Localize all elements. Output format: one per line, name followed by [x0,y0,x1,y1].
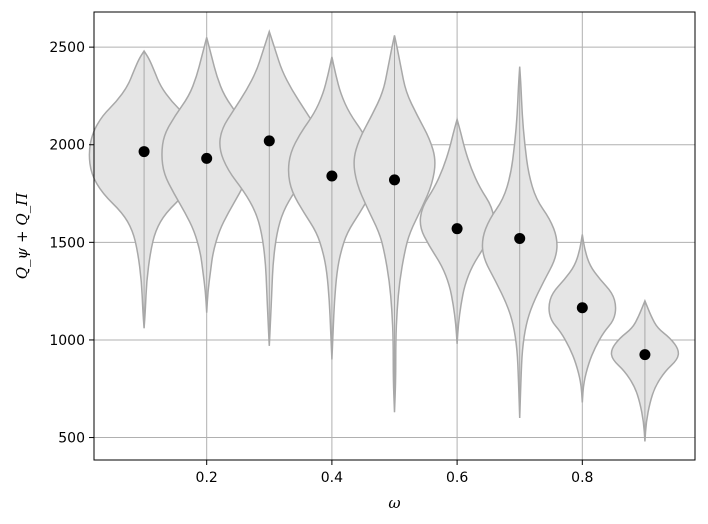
y-tick-label: 2500 [49,40,85,56]
mean-marker [138,146,150,158]
plot-frame [93,11,696,461]
mean-marker [639,349,651,361]
x-axis-ticks: 0.2 0.4 0.6 0.8 [196,460,593,486]
mean-marker [263,135,275,147]
y-axis-ticks: 500 1000 1500 2000 2500 [49,40,94,447]
mean-marker [389,174,400,186]
mean-marker [326,170,338,182]
mean-marker [451,223,463,235]
y-tick-label: 500 [58,431,85,447]
y-axis-label: Q_ψ + Q_Π [13,192,31,279]
x-tick-label: 0.4 [321,470,343,486]
x-tick-label: 0.6 [446,470,468,486]
y-tick-label: 1000 [49,333,85,349]
x-tick-label: 0.8 [571,470,593,486]
x-tick-label: 0.2 [196,470,218,486]
violins [88,29,680,442]
mean-marker [514,232,526,244]
y-tick-label: 2000 [49,138,85,154]
x-axis-label: ω [388,494,400,512]
mean-marker [201,152,213,164]
mean-markers [138,135,651,361]
mean-marker [576,302,588,314]
y-tick-label: 1500 [49,235,85,251]
